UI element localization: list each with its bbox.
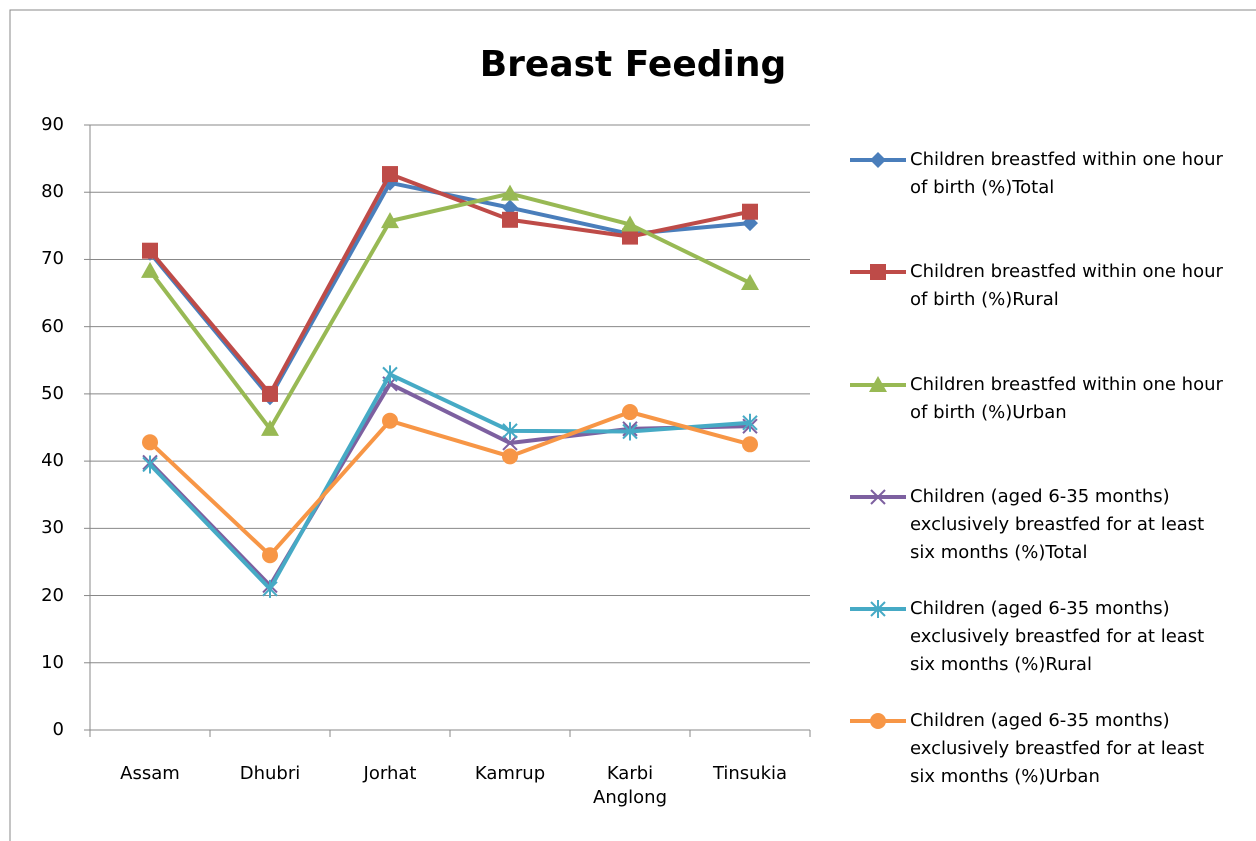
marker bbox=[870, 152, 886, 168]
y-tick-label: 20 bbox=[41, 584, 64, 606]
y-tick-label: 80 bbox=[41, 181, 64, 203]
marker bbox=[141, 261, 159, 278]
marker bbox=[622, 404, 638, 421]
marker bbox=[870, 600, 886, 618]
marker bbox=[262, 547, 278, 564]
marker bbox=[742, 436, 758, 453]
marker bbox=[382, 365, 398, 384]
y-tick-label: 0 bbox=[52, 719, 64, 740]
legend-label: Children breastfed within one hour of bi… bbox=[910, 374, 1223, 423]
series-line bbox=[148, 410, 751, 558]
marker bbox=[381, 212, 399, 229]
marker bbox=[622, 228, 638, 245]
marker bbox=[142, 455, 158, 474]
marker bbox=[262, 579, 278, 598]
series-line bbox=[148, 372, 751, 591]
legend-label: Children (aged 6-35 months) exclusively … bbox=[910, 710, 1205, 787]
marker bbox=[621, 215, 639, 232]
marker bbox=[502, 211, 518, 228]
x-tick-label: Kamrup bbox=[474, 763, 546, 784]
x-tick-label: Karbi Anglong bbox=[593, 763, 667, 808]
y-tick-label: 60 bbox=[41, 315, 64, 337]
x-tick-label: Jorhat bbox=[363, 763, 417, 784]
x-tick-label: Dhubri bbox=[239, 763, 301, 784]
marker bbox=[382, 166, 398, 183]
y-tick-label: 50 bbox=[41, 382, 64, 404]
marker bbox=[502, 421, 518, 440]
marker bbox=[870, 264, 886, 280]
legend-label: Children (aged 6-35 months) exclusively … bbox=[910, 486, 1205, 563]
series-line bbox=[148, 191, 751, 431]
marker bbox=[142, 434, 158, 451]
y-tick-label: 10 bbox=[41, 651, 64, 673]
frame bbox=[9, 9, 1256, 841]
legend-label: Children breastfed within one hour of bi… bbox=[910, 149, 1223, 198]
y-tick-label: 40 bbox=[41, 450, 64, 472]
marker bbox=[261, 419, 279, 436]
marker bbox=[501, 184, 519, 201]
y-tick-label: 70 bbox=[41, 248, 64, 270]
marker bbox=[870, 713, 886, 729]
marker bbox=[502, 435, 518, 451]
y-tick-label: 30 bbox=[41, 517, 64, 539]
x-tick-label: Tinsukia bbox=[712, 763, 788, 784]
y-tick-label: 90 bbox=[41, 114, 64, 135]
x-tick-label: Assam bbox=[120, 763, 180, 784]
marker bbox=[741, 273, 759, 290]
marker bbox=[502, 199, 518, 216]
chart-title: Breast Feeding bbox=[479, 44, 787, 85]
marker bbox=[502, 448, 518, 465]
legend-label: Children breastfed within one hour of bi… bbox=[910, 261, 1223, 310]
marker bbox=[622, 422, 638, 441]
legend-label: Children (aged 6-35 months) exclusively … bbox=[910, 598, 1205, 675]
marker bbox=[262, 385, 278, 402]
marker bbox=[742, 203, 758, 220]
marker bbox=[142, 242, 158, 259]
marker bbox=[382, 412, 398, 429]
marker bbox=[870, 489, 886, 505]
series-line bbox=[148, 180, 751, 400]
marker bbox=[869, 376, 887, 392]
marker bbox=[742, 413, 758, 432]
